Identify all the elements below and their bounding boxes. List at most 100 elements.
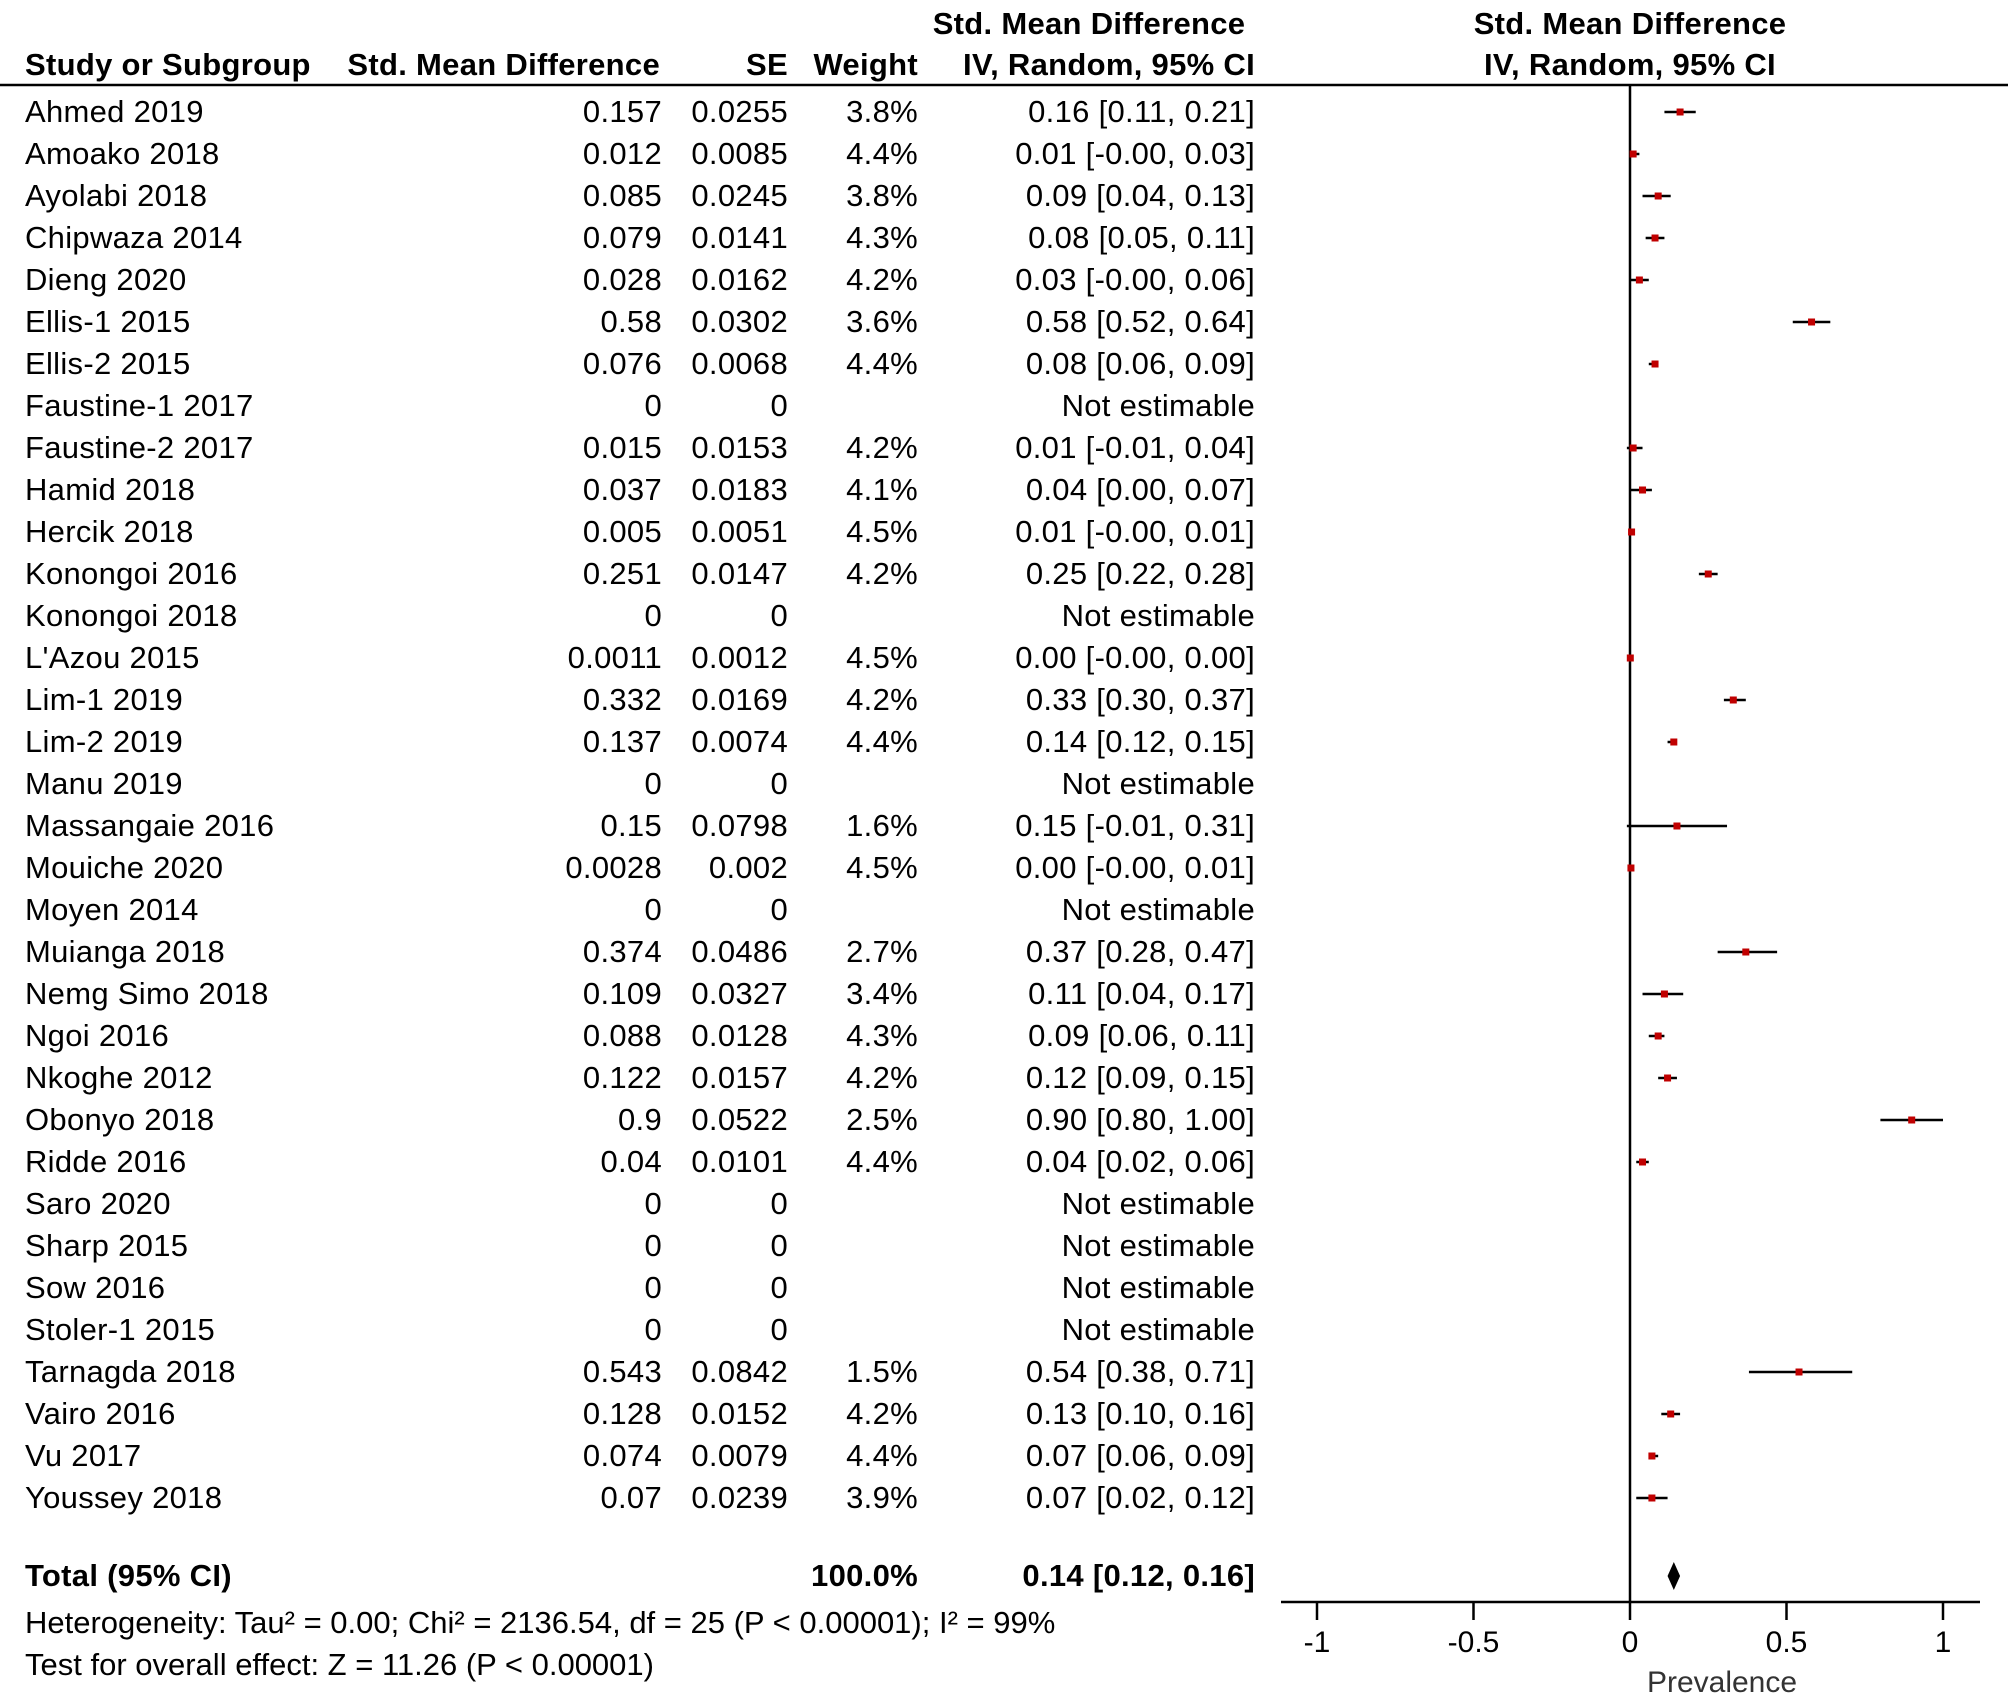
study-smd: 0.04 [600,1144,662,1179]
header-se: SE [746,47,788,82]
study-smd: 0.374 [582,934,662,969]
study-smd: 0.028 [582,262,662,297]
study-ci: 0.01 [-0.00, 0.03] [1015,136,1255,171]
point-estimate [1908,1116,1916,1124]
study-smd: 0.015 [582,430,662,465]
study-name: Nemg Simo 2018 [25,976,269,1011]
study-ci: 0.37 [0.28, 0.47] [1025,934,1255,969]
x-tick-label: -1 [1304,1626,1331,1659]
study-se: 0.0068 [691,346,788,381]
study-name: Nkoghe 2012 [25,1060,213,1095]
heterogeneity-text: Heterogeneity: Tau² = 0.00; Chi² = 2136.… [25,1605,1056,1640]
study-smd: 0 [644,598,662,633]
study-weight: 4.2% [846,682,918,717]
study-smd: 0.157 [582,94,662,129]
study-se: 0.0074 [691,724,788,759]
study-ci: Not estimable [1061,766,1255,801]
x-tick-label: -0.5 [1448,1626,1500,1659]
study-name: Stoler-1 2015 [25,1312,216,1347]
point-estimate [1629,444,1637,452]
study-se: 0.0798 [691,808,788,843]
study-se: 0 [770,766,788,801]
point-estimate [1639,486,1647,494]
header-plot-line2: IV, Random, 95% CI [1484,47,1776,82]
study-se: 0.0085 [691,136,788,171]
study-weight: 4.2% [846,1396,918,1431]
study-ci: 0.03 [-0.00, 0.06] [1015,262,1255,297]
study-smd: 0 [644,1228,662,1263]
study-smd: 0.122 [582,1060,662,1095]
header-weight: Weight [813,47,918,82]
point-estimate [1635,276,1643,284]
study-se: 0.0522 [691,1102,788,1137]
study-smd: 0.037 [582,472,662,507]
study-ci: 0.12 [0.09, 0.15] [1025,1060,1255,1095]
point-estimate [1673,822,1681,830]
point-estimate [1651,234,1659,242]
study-se: 0.0255 [691,94,788,129]
study-smd: 0 [644,1312,662,1347]
study-name: Vairo 2016 [25,1396,176,1431]
study-se: 0 [770,1312,788,1347]
study-weight: 2.5% [846,1102,918,1137]
study-smd: 0 [644,388,662,423]
study-smd: 0 [644,766,662,801]
study-ci: 0.04 [0.00, 0.07] [1025,472,1255,507]
study-ci: 0.01 [-0.01, 0.04] [1015,430,1255,465]
study-name: Dieng 2020 [25,262,187,297]
study-name: Faustine-1 2017 [25,388,254,423]
point-estimate [1667,1410,1675,1418]
point-estimate [1639,1158,1647,1166]
point-estimate [1648,1494,1656,1502]
study-se: 0.0147 [691,556,788,591]
study-name: Sow 2016 [25,1270,166,1305]
study-name: Tarnagda 2018 [25,1354,236,1389]
study-ci: 0.13 [0.10, 0.16] [1025,1396,1255,1431]
study-name: Vu 2017 [25,1438,142,1473]
study-smd: 0.005 [582,514,662,549]
study-weight: 4.3% [846,1018,918,1053]
study-se: 0.0012 [691,640,788,675]
study-smd: 0.9 [618,1102,662,1137]
study-se: 0 [770,1186,788,1221]
study-weight: 3.6% [846,304,918,339]
total-ci: 0.14 [0.12, 0.16] [1022,1558,1255,1593]
study-name: Ngoi 2016 [25,1018,170,1053]
study-smd: 0 [644,1270,662,1305]
study-smd: 0.0028 [565,850,662,885]
study-se: 0.002 [708,850,788,885]
study-se: 0 [770,1228,788,1263]
x-tick-label: 1 [1935,1626,1952,1659]
study-ci: 0.00 [-0.00, 0.01] [1015,850,1255,885]
study-name: Sharp 2015 [25,1228,189,1263]
point-estimate [1648,1452,1656,1460]
study-name: Muianga 2018 [25,934,226,969]
study-name: Manu 2019 [25,766,183,801]
study-se: 0.0101 [691,1144,788,1179]
header-plot-line1: Std. Mean Difference [1473,6,1787,41]
study-name: Faustine-2 2017 [25,430,254,465]
study-ci: 0.01 [-0.00, 0.01] [1015,514,1255,549]
study-name: Moyen 2014 [25,892,199,927]
header-ci-line2: IV, Random, 95% CI [963,47,1255,82]
study-ci: Not estimable [1061,1228,1255,1263]
point-estimate [1654,192,1662,200]
study-se: 0 [770,1270,788,1305]
study-ci: 0.58 [0.52, 0.64] [1025,304,1255,339]
study-weight: 2.7% [846,934,918,969]
header-smd: Std. Mean Difference [347,47,660,82]
study-ci: 0.15 [-0.01, 0.31] [1015,808,1255,843]
point-estimate [1670,738,1678,746]
study-smd: 0 [644,892,662,927]
x-tick-label: 0.5 [1766,1626,1808,1659]
study-smd: 0.012 [582,136,662,171]
study-weight: 4.5% [846,514,918,549]
study-ci: 0.14 [0.12, 0.15] [1025,724,1255,759]
study-name: Mouiche 2020 [25,850,224,885]
study-weight: 3.9% [846,1480,918,1515]
study-se: 0.0183 [691,472,788,507]
study-ci: 0.54 [0.38, 0.71] [1025,1354,1255,1389]
study-se: 0.0842 [691,1354,788,1389]
study-name: Obonyo 2018 [25,1102,215,1137]
study-ci: 0.07 [0.06, 0.09] [1025,1438,1255,1473]
